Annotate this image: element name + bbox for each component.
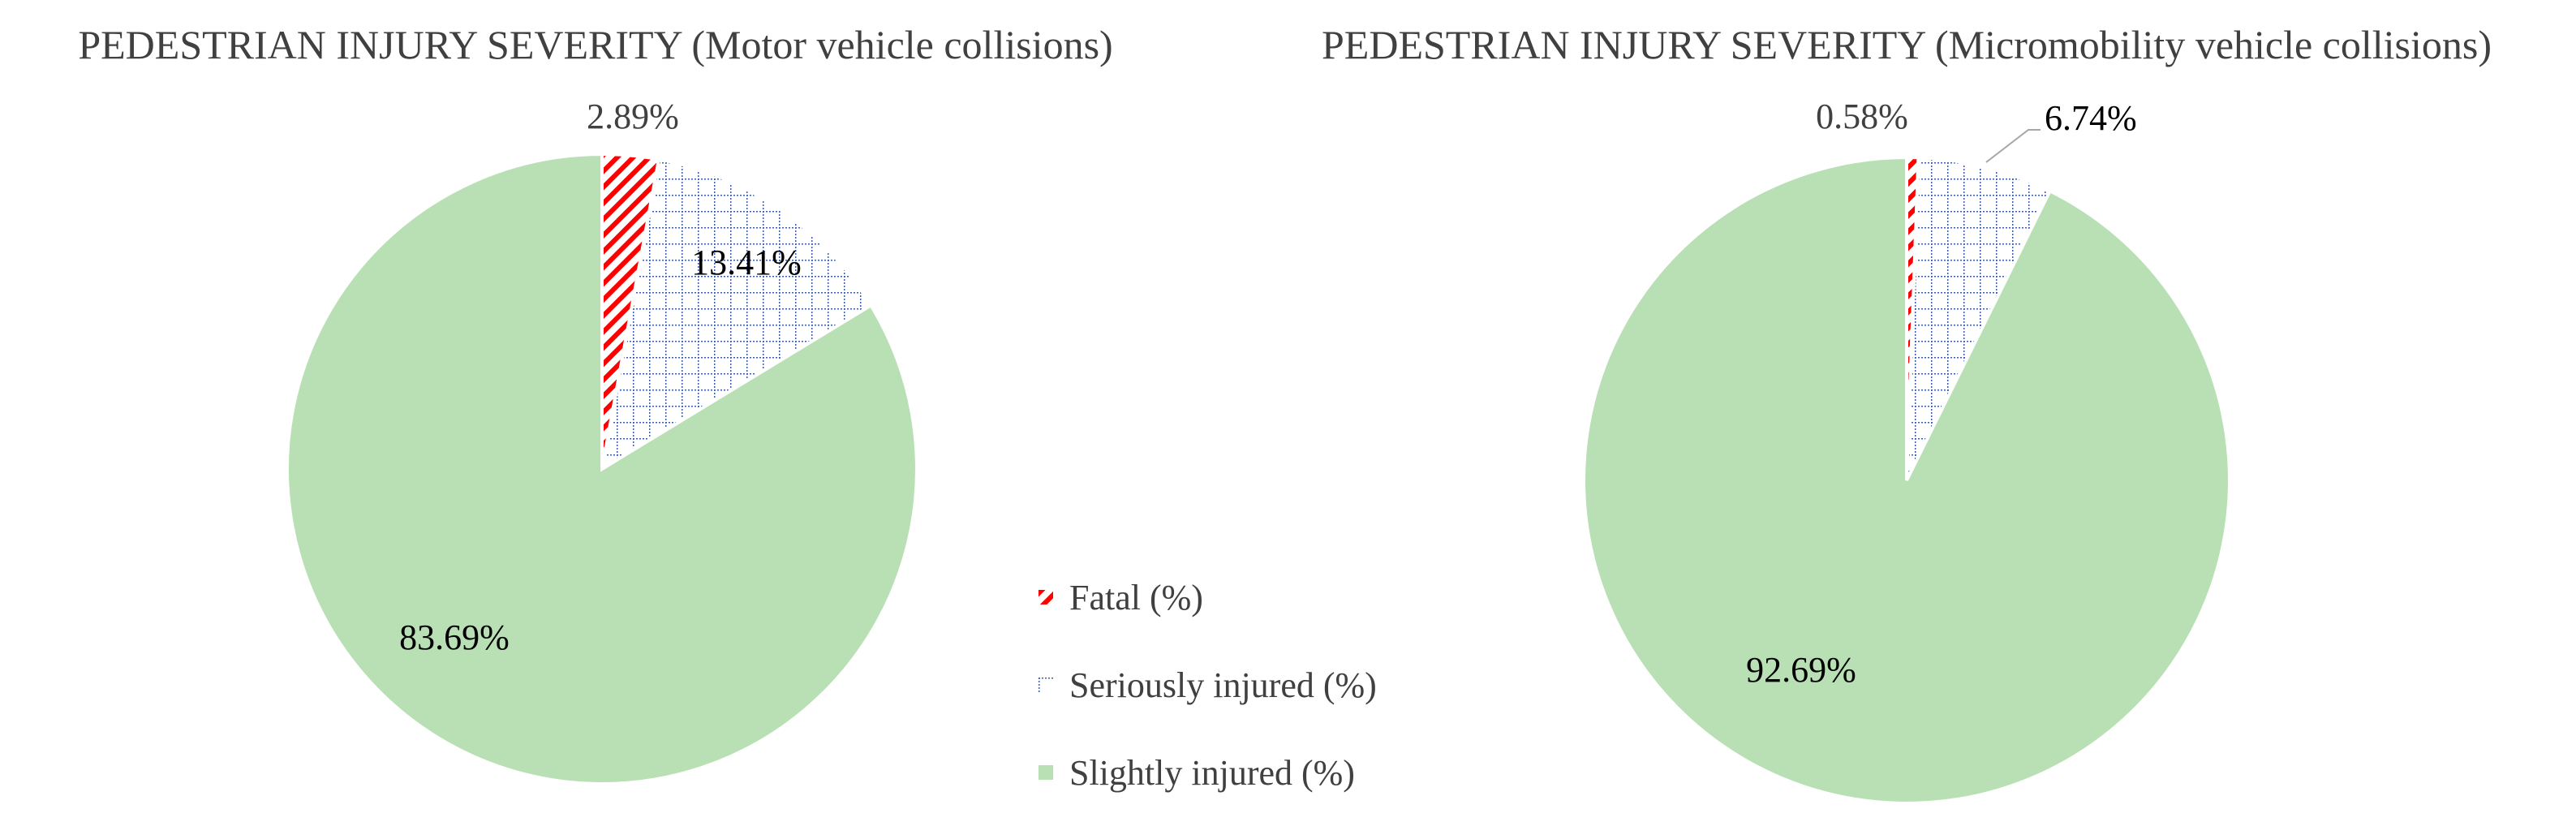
pie-chart-micromobility: PEDESTRIAN INJURY SEVERITY (Micromobilit…: [1322, 22, 2492, 805]
legend-swatch-serious: [1039, 678, 1053, 692]
legend-swatch-fatal: [1039, 590, 1053, 605]
pie-slice-serious: [600, 157, 874, 473]
pie-slice-slight: [286, 152, 918, 785]
pie-slice-serious: [1905, 156, 2053, 481]
data-label-slight: 92.69%: [1746, 650, 1856, 690]
chart-title-micromobility: PEDESTRIAN INJURY SEVERITY (Micromobilit…: [1322, 22, 2492, 67]
data-label-serious: 6.74%: [2045, 98, 2137, 138]
data-label-fatal: 0.58%: [1816, 97, 1908, 136]
data-label-fatal: 2.89%: [587, 97, 679, 136]
legend-label-serious: Seriously injured (%): [1069, 665, 1377, 705]
chart-title-motor: PEDESTRIAN INJURY SEVERITY (Motor vehicl…: [78, 22, 1112, 67]
legend-label-fatal: Fatal (%): [1069, 577, 1203, 617]
legend-swatch-slight: [1039, 765, 1053, 780]
data-label-serious: 13.41%: [691, 243, 802, 282]
legend-item-serious: Seriously injured (%): [1039, 664, 1377, 706]
legend-item-fatal: Fatal (%): [1039, 576, 1377, 618]
legend-label-slight: Slightly injured (%): [1069, 752, 1355, 793]
leader-line: [1985, 129, 2041, 163]
legend-item-slight: Slightly injured (%): [1039, 751, 1377, 794]
pie-chart-motor: PEDESTRIAN INJURY SEVERITY (Motor vehicl…: [78, 22, 1113, 785]
charts-canvas: PEDESTRIAN INJURY SEVERITY (Motor vehicl…: [78, 22, 2492, 805]
data-label-slight: 83.69%: [399, 617, 510, 657]
legend: Fatal (%) Seriously injured (%) Slightly…: [1039, 576, 1377, 839]
pie-slice-slight: [1582, 155, 2231, 805]
